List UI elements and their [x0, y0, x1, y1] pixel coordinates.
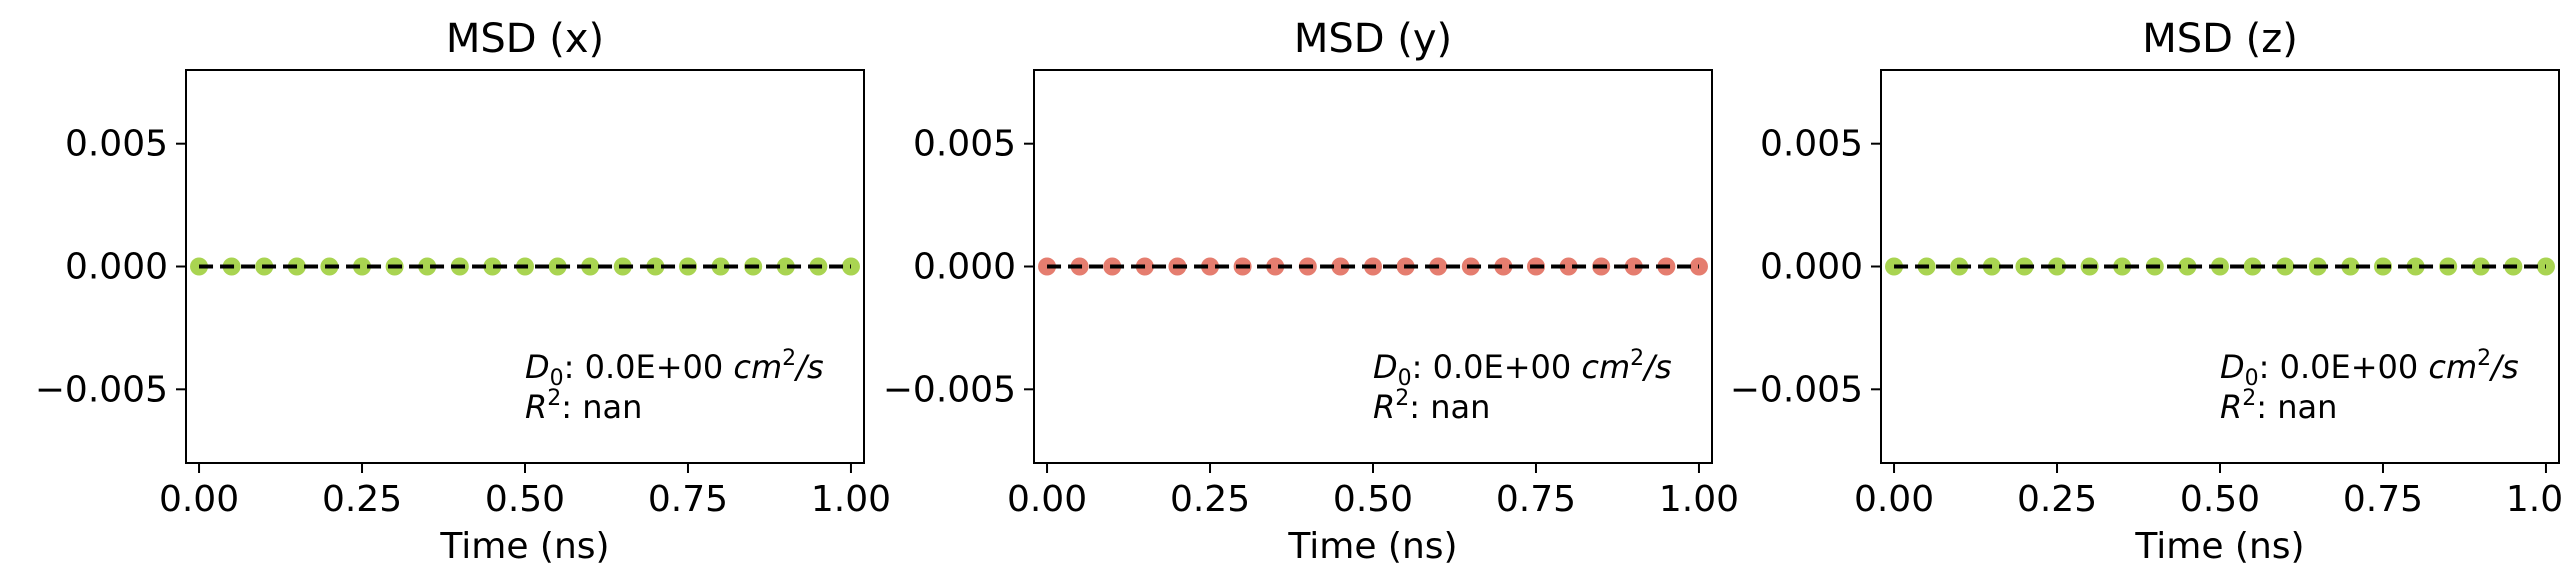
data-point — [1689, 257, 1708, 276]
diffusion-coefficient-label: D0: 0.0E+00 cm2/s — [525, 346, 824, 391]
d-unit: cm — [733, 348, 782, 386]
r-superscript: 2 — [1395, 386, 1409, 411]
y-tick-label: −0.005 — [35, 369, 168, 410]
d-symbol: D — [525, 348, 550, 386]
x-tick-label: 1.00 — [2506, 479, 2562, 520]
x-axis-label: Time (ns) — [439, 526, 609, 567]
data-point — [2341, 257, 2360, 276]
y-tick-label: 0.005 — [65, 124, 168, 165]
data-point — [2471, 257, 2490, 276]
x-tick-label: 0.75 — [1496, 479, 1576, 520]
r-squared-label: R2: nan — [525, 386, 642, 426]
x-tick-label: 0.75 — [2343, 479, 2423, 520]
d-unit: cm — [2428, 348, 2477, 386]
x-tick-label: 0.00 — [1007, 479, 1087, 520]
x-tick-label: 0.75 — [648, 479, 728, 520]
msd-panel-2: MSD (y) 0.005 0.000 −0.005 0.00 0.25 0.50 0.75 1… — [883, 16, 1739, 567]
data-point — [2113, 257, 2132, 276]
d-unit-superscript: 2 — [1630, 346, 1644, 371]
d-symbol: D — [1373, 348, 1398, 386]
x-tick-label: 0.00 — [159, 479, 239, 520]
msd-panel-1: MSD (x) 0.005 0.000 −0.005 0.00 0.25 0.50 0.75 1… — [35, 16, 891, 567]
data-point — [1331, 257, 1350, 276]
chart-title: MSD (x) — [446, 16, 604, 62]
x-tick-label: 0.50 — [1333, 479, 1413, 520]
d-value: : 0.0E+00 — [2259, 348, 2429, 386]
data-point — [1266, 257, 1285, 276]
data-point — [2178, 257, 2197, 276]
x-tick-label: 0.25 — [322, 479, 402, 520]
data-point — [2406, 257, 2425, 276]
r-value: : nan — [2256, 388, 2337, 426]
r-superscript: 2 — [2242, 386, 2256, 411]
x-tick-label: 1.00 — [1659, 479, 1739, 520]
r-squared-label: R2: nan — [2220, 386, 2337, 426]
d-subscript: 0 — [1398, 366, 1412, 391]
x-axis-label: Time (ns) — [2134, 526, 2304, 567]
d-unit: cm — [1581, 348, 1630, 386]
data-point — [1201, 257, 1220, 276]
data-point — [1559, 257, 1578, 276]
chart-title: MSD (z) — [2142, 16, 2298, 62]
y-tick-label: −0.005 — [883, 369, 1016, 410]
x-tick-label: 0.50 — [2180, 479, 2260, 520]
data-point — [776, 257, 795, 276]
d-subscript: 0 — [550, 366, 564, 391]
r-symbol: R — [1373, 388, 1395, 426]
x-tick-label: 1.00 — [811, 479, 891, 520]
y-tick-label: 0.000 — [65, 247, 168, 288]
data-point — [711, 257, 730, 276]
r-value: : nan — [561, 388, 642, 426]
d-value: : 0.0E+00 — [564, 348, 734, 386]
r-superscript: 2 — [547, 386, 561, 411]
msd-panel-3: MSD (z) 0.005 0.000 −0.005 0.00 0.25 0.50 0.75 1… — [1730, 16, 2562, 567]
d-unit-tail: /s — [2488, 348, 2518, 386]
diffusion-coefficient-label: D0: 0.0E+00 cm2/s — [1373, 346, 1672, 391]
d-value: : 0.0E+00 — [1412, 348, 1582, 386]
data-point — [418, 257, 437, 276]
d-unit-superscript: 2 — [782, 346, 796, 371]
chart-title: MSD (y) — [1294, 16, 1452, 62]
d-unit-tail: /s — [793, 348, 823, 386]
d-symbol: D — [2220, 348, 2245, 386]
data-point — [1494, 257, 1513, 276]
y-tick-label: 0.005 — [1760, 124, 1863, 165]
x-tick-label: 0.25 — [2017, 479, 2097, 520]
data-point — [483, 257, 502, 276]
data-point — [353, 257, 372, 276]
y-tick-label: 0.000 — [1760, 247, 1863, 288]
x-tick-label: 0.25 — [1170, 479, 1250, 520]
d-subscript: 0 — [2245, 366, 2259, 391]
x-tick-label: 0.50 — [485, 479, 565, 520]
x-tick-label: 0.00 — [1854, 479, 1934, 520]
r-squared-label: R2: nan — [1373, 386, 1490, 426]
d-unit-superscript: 2 — [2477, 346, 2491, 371]
y-tick-label: 0.000 — [913, 247, 1016, 288]
x-axis-label: Time (ns) — [1287, 526, 1457, 567]
data-point — [646, 257, 665, 276]
d-unit-tail: /s — [1641, 348, 1671, 386]
r-symbol: R — [525, 388, 547, 426]
r-symbol: R — [2220, 388, 2242, 426]
r-value: : nan — [1409, 388, 1490, 426]
data-point — [1624, 257, 1643, 276]
data-point — [2048, 257, 2067, 276]
y-tick-label: −0.005 — [1730, 369, 1863, 410]
diffusion-coefficient-label: D0: 0.0E+00 cm2/s — [2220, 346, 2519, 391]
y-tick-label: 0.005 — [913, 124, 1016, 165]
data-point — [841, 257, 860, 276]
